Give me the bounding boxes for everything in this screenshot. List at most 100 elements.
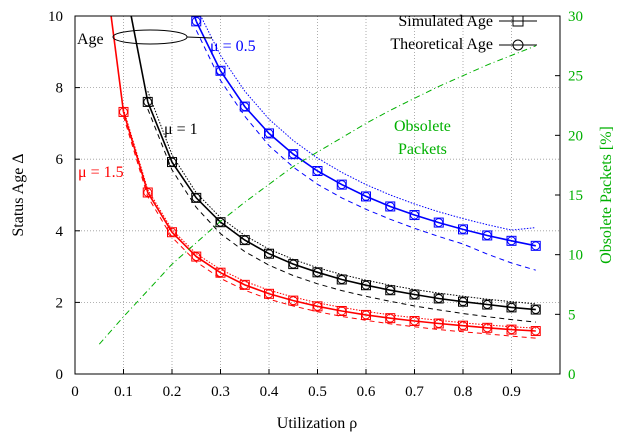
theoretical-circle-marker [482,300,492,310]
x-axis-label: Utilization ρ [277,415,357,432]
curve-extension [193,16,198,22]
theoretical-circle-marker [191,252,201,262]
theoretical-circle-marker [410,210,419,220]
theoretical-circle-marker [385,313,395,323]
theoretical-circle-marker [288,259,298,269]
theoretical-circle-marker [434,319,444,329]
y2-tick-label: 25 [568,69,583,85]
theoretical-circle-marker [410,316,419,326]
y-tick-label: 4 [56,224,64,240]
theoretical-circle-marker [264,289,274,299]
theoretical-circle-marker [216,217,225,227]
y-tick-label: 10 [48,9,63,25]
bound-dashed-line [147,108,536,323]
theoretical-circle-marker [458,321,468,331]
simulated-line [147,101,536,311]
theoretical-circle-marker [507,325,516,335]
data-markers [118,16,541,337]
x-tick-label: 0.2 [163,384,182,400]
age-annotation: Age [77,29,213,48]
bound-dotted-line [123,108,536,329]
bound-dashed-line [195,30,536,271]
theoretical-circle-marker [361,280,371,290]
obsolete-label-line2: Packets [398,141,447,158]
theoretical-circle-marker [337,274,347,284]
legend-circle-marker [512,39,524,51]
legend-label-theoretical: Theoretical Age [390,36,493,53]
theoretical-circle-marker [410,290,419,300]
x-tick-label: 0 [71,384,79,400]
y2-tick-label: 30 [568,9,583,25]
legend-square-marker [512,15,524,27]
axis-ticks: 0 0.1 0.2 0.3 0.4 0.5 0.6 0.7 0.8 0.9 0 2 4 6 8 10 0 5 10 1… [48,9,583,400]
x-tick-label: 0.4 [260,384,279,400]
age-pointer-line [186,36,213,39]
theoretical-circle-marker [264,128,274,138]
theoretical-circle-marker [143,187,153,197]
theoretical-circle-marker [143,97,153,107]
theoretical-circle-marker [288,149,298,159]
theoretical-circle-marker [531,241,541,251]
theoretical-circle-marker [434,218,444,228]
theoretical-circle-marker [167,157,177,167]
theoretical-circle-marker [531,305,541,315]
y2-axis-label: Obsolete Packets [%] [598,126,615,264]
y2-tick-label: 5 [568,307,576,323]
y2-tick-label: 15 [568,188,583,204]
obsolete-packets-line [98,45,536,345]
y-tick-label: 6 [56,152,64,168]
theoretical-circle-marker [337,306,347,316]
theoretical-circle-marker [531,326,541,336]
mu-blue-label: μ = 0.5 [210,38,256,55]
x-tick-label: 0.5 [308,384,327,400]
theoretical-circle-marker [507,302,516,312]
theoretical-circle-marker [507,236,516,246]
theoretical-circle-marker [191,16,201,26]
theoretical-circle-marker [337,180,347,190]
x-tick-label: 0.9 [502,384,521,400]
y2-tick-label: 20 [568,128,583,144]
x-tick-label: 0.7 [405,384,424,400]
obsolete-label-line1: Obsolete [394,118,451,135]
theoretical-circle-marker [458,297,468,307]
x-tick-label: 0.8 [454,384,473,400]
bound-dashed-line [123,116,536,339]
theoretical-circle-marker [361,310,371,320]
curve-extension [110,16,125,113]
y2-tick-label: 0 [568,367,576,383]
y-tick-label: 0 [56,367,64,383]
theoretical-circle-marker [240,235,250,245]
mu-red-label: μ = 1.5 [78,164,124,181]
y-tick-label: 8 [56,81,64,97]
x-tick-label: 0.3 [211,384,230,400]
x-tick-label: 0.1 [114,384,133,400]
theoretical-circle-marker [313,166,322,176]
theoretical-circle-marker [119,107,128,117]
theoretical-circle-marker [313,267,322,277]
y-axis-label: Status Age Δ [10,153,27,236]
theoretical-circle-marker [385,201,395,211]
theoretical-circle-marker [167,227,177,237]
theoretical-circle-marker [264,249,274,259]
theoretical-circle-marker [216,66,225,76]
theoretical-circle-marker [482,230,492,240]
theoretical-circle-marker [191,193,201,203]
theoretical-circle-marker [361,191,371,201]
x-tick-label: 0.6 [357,384,376,400]
theoretical-circle-marker [240,280,250,290]
theoretical-circle-marker [482,323,492,333]
curve-extension [130,16,149,103]
mu-black-label: μ = 1 [164,121,198,138]
legend-label-simulated: Simulated Age [398,13,493,30]
y2-tick-label: 10 [568,248,583,264]
theoretical-circle-marker [240,102,250,112]
y-tick-label: 2 [56,295,64,311]
theoretical-circle-marker [313,301,322,311]
simulated-line [195,21,536,247]
theoretical-circle-marker [385,285,395,295]
age-annotation-label: Age [77,31,104,48]
theoretical-circle-marker [458,224,468,234]
theoretical-circle-marker [434,293,444,303]
theoretical-circle-marker [216,268,225,278]
